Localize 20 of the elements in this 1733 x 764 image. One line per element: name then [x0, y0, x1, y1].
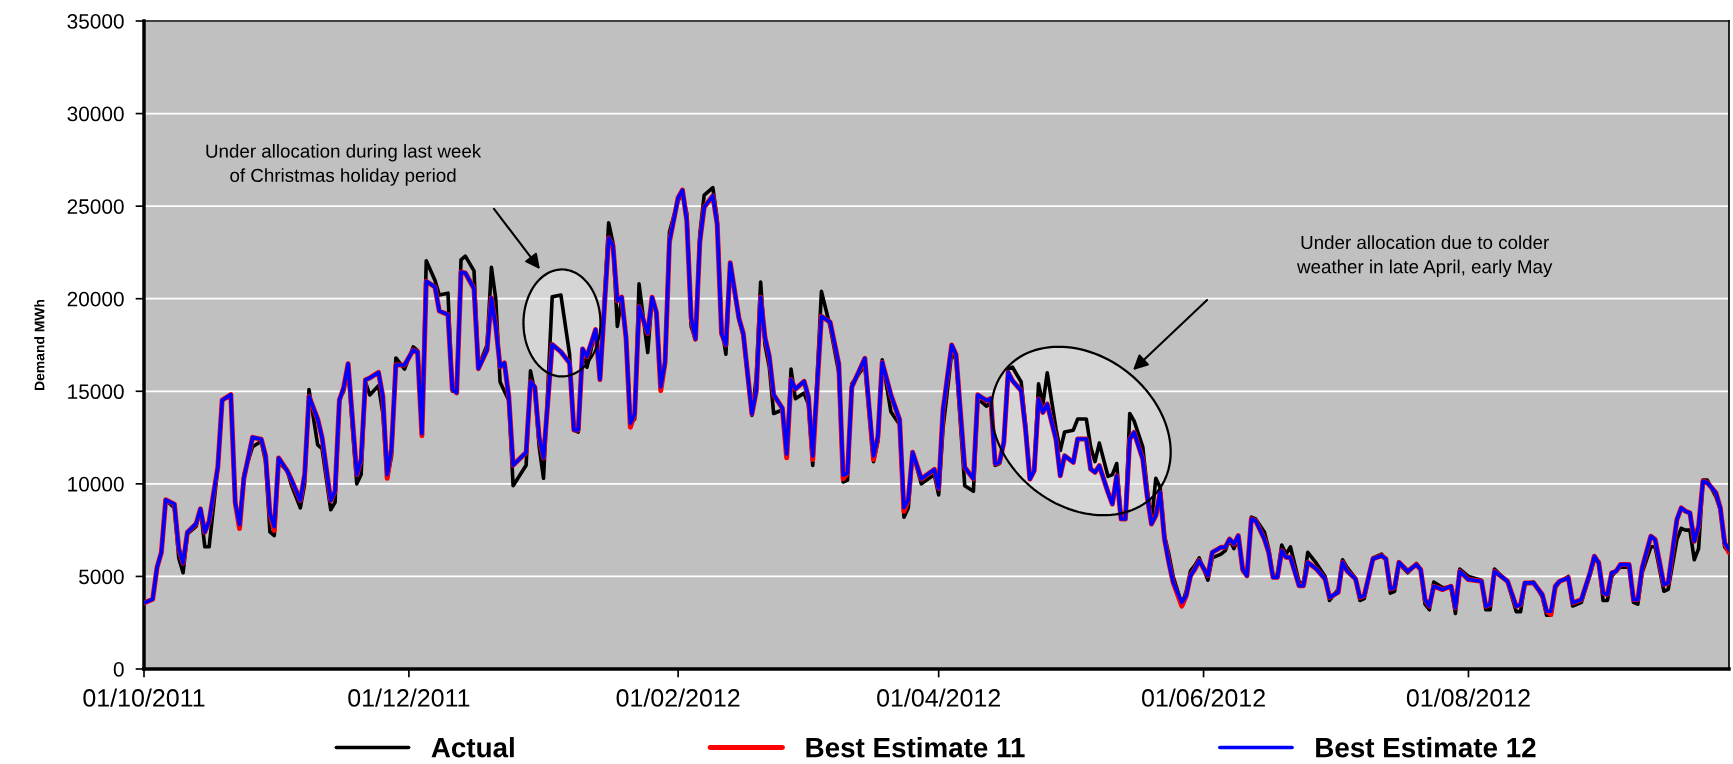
- y-tick-label: 35000: [67, 14, 124, 29]
- y-axis-title: Demand MWh: [34, 299, 45, 390]
- annotation: Under allocation due to colder weather in late April, early May: [1297, 235, 1553, 278]
- y-tick-label: 15000: [68, 384, 124, 400]
- y-tick-label: 25000: [67, 199, 124, 214]
- x-tick-label: 01/06/2012: [1141, 688, 1265, 707]
- y-tick-label: 20000: [67, 291, 124, 307]
- legend-label: Best Estimate 12: [1316, 737, 1536, 758]
- legend-label: Best Estimate 11: [806, 737, 1025, 758]
- x-tick-label: 01/08/2012: [1406, 688, 1530, 707]
- y-tick-label: 0: [113, 662, 124, 677]
- annotation: Under allocation during last week of Christmas holiday period: [206, 143, 482, 186]
- y-tick-label: 5000: [79, 569, 124, 585]
- y-tick-label: 10000: [68, 476, 124, 492]
- x-tick-label: 01/04/2012: [877, 688, 1000, 707]
- x-tick-label: 01/10/2011: [83, 688, 205, 707]
- y-tick-label: 30000: [67, 106, 124, 122]
- x-tick-label: 01/02/2012: [616, 688, 740, 707]
- legend-label: Actual: [431, 737, 514, 758]
- x-tick-label: 01/12/2011: [348, 688, 470, 707]
